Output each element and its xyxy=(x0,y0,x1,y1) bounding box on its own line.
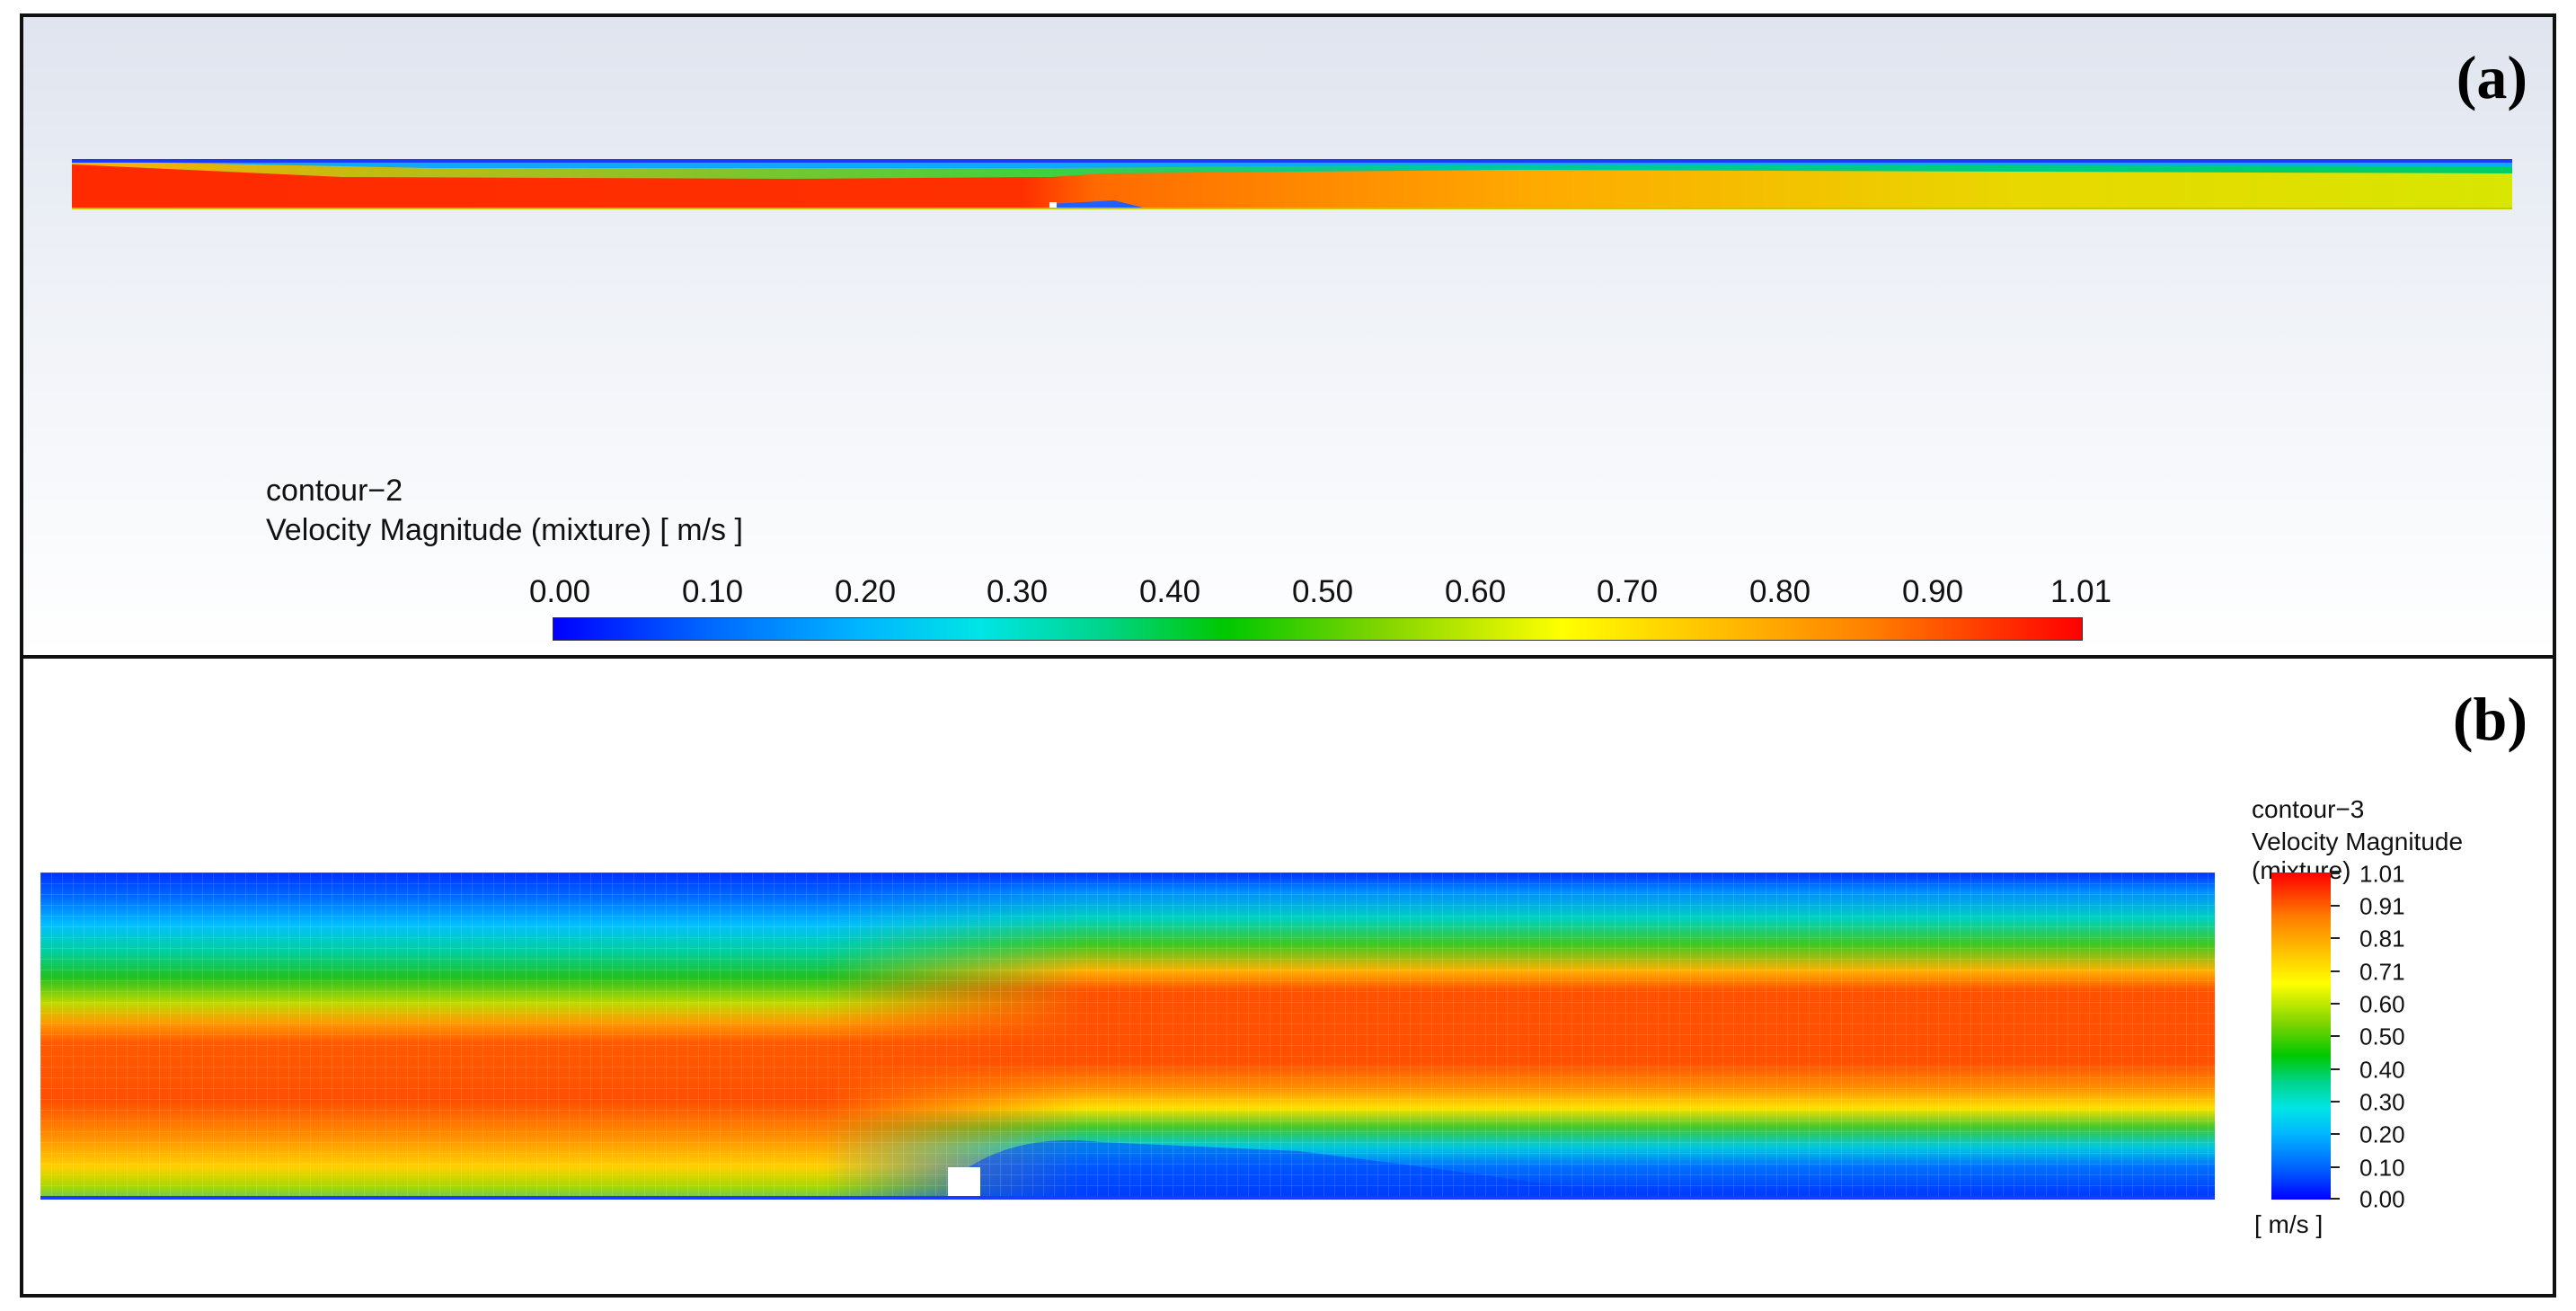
quantity-label-b: Velocity Magnitude (mixture) xyxy=(2252,828,2464,884)
scale-tick-a: 0.90 xyxy=(1901,574,1964,609)
scale-tick-b: 0.00 xyxy=(2359,1185,2405,1213)
scale-tick-b: 0.91 xyxy=(2359,892,2405,920)
scale-tick-a: 1.01 xyxy=(2049,574,2112,609)
panel-label-b: (b) xyxy=(2452,685,2527,753)
scale-tick-a: 0.00 xyxy=(528,574,591,609)
scale-tick-mark-b xyxy=(2331,1035,2340,1037)
scale-tick-mark-b xyxy=(2331,1198,2340,1200)
scale-tick-b: 0.10 xyxy=(2359,1154,2405,1182)
scale-tick-mark-b xyxy=(2331,1068,2340,1070)
panel-label-a: (a) xyxy=(2456,43,2527,111)
scale-tick-a: 0.20 xyxy=(834,574,897,609)
scale-tick-a: 0.30 xyxy=(986,574,1049,609)
panel-a: (a) contour−2 Velocity Ma xyxy=(20,13,2556,659)
scale-tick-mark-b xyxy=(2331,1101,2340,1103)
scale-tick-a: 0.50 xyxy=(1291,574,1354,609)
contour-name-b: contour−3 xyxy=(2252,795,2365,823)
scale-tick-a: 0.60 xyxy=(1444,574,1507,609)
contour-name-a: contour−2 xyxy=(266,474,403,508)
scale-tick-mark-b xyxy=(2331,1166,2340,1168)
scale-tick-a: 0.80 xyxy=(1748,574,1811,609)
scale-tick-b: 0.60 xyxy=(2359,990,2405,1018)
scale-tick-b: 0.81 xyxy=(2359,925,2405,952)
scale-tick-b: 0.20 xyxy=(2359,1121,2405,1148)
scale-tick-mark-b xyxy=(2331,970,2340,972)
scale-tick-mark-b xyxy=(2331,1133,2340,1135)
scale-tick-b: 0.30 xyxy=(2359,1088,2405,1116)
scale-tick-mark-b xyxy=(2331,937,2340,939)
scale-tick-b: 0.40 xyxy=(2359,1056,2405,1084)
scale-tick-mark-b xyxy=(2331,873,2340,874)
color-scale-bar-a xyxy=(553,617,2083,641)
scale-tick-a: 0.40 xyxy=(1138,574,1201,609)
scale-tick-a: 0.70 xyxy=(1596,574,1659,609)
scale-tick-b: 0.71 xyxy=(2359,958,2405,986)
quantity-label-a: Velocity Magnitude (mixture) [ m/s ] xyxy=(266,513,743,547)
scale-tick-mark-b xyxy=(2331,905,2340,907)
velocity-contour-pipe-long xyxy=(72,159,2512,209)
panel-b: (b) xyxy=(20,655,2556,1298)
color-scale-bar-b xyxy=(2271,873,2331,1200)
velocity-contour-zoom xyxy=(40,873,2215,1200)
units-label-b: [ m/s ] xyxy=(2254,1210,2324,1238)
scale-tick-mark-b xyxy=(2331,1003,2340,1005)
scale-tick-a: 0.10 xyxy=(681,574,744,609)
scale-tick-b: 0.50 xyxy=(2359,1023,2405,1050)
scale-tick-b: 1.01 xyxy=(2359,860,2405,888)
